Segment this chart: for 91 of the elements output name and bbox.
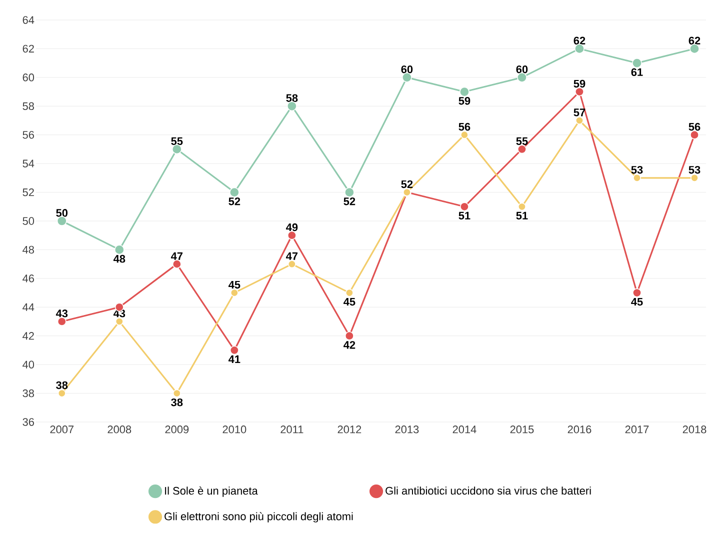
y-tick-label: 58 [22,102,34,110]
x-tick-label: 2018 [682,426,706,434]
data-label: 51 [458,212,470,220]
x-tick-label: 2015 [510,426,534,434]
y-tick-label: 62 [22,44,34,53]
x-tick-label: 2013 [395,426,419,434]
point [574,44,584,54]
data-label: 53 [688,166,700,174]
data-label: 38 [171,398,183,406]
data-label: 55 [516,137,528,146]
point [459,86,470,97]
data-label: 56 [688,122,700,131]
data-label: 51 [516,212,528,220]
data-label: 52 [401,180,413,188]
y-tick-label: 46 [22,274,34,282]
point [229,187,240,198]
data-label: 45 [344,298,356,306]
x-tick-label: 2010 [222,426,246,434]
x-tick-label: 2012 [338,426,362,434]
point [576,116,584,124]
y-tick-label: 40 [22,360,34,368]
x-tick-label: 2017 [625,426,649,434]
data-label: 49 [286,223,298,232]
point [58,389,66,398]
point [460,130,468,139]
point [172,389,181,398]
data-label: 53 [631,166,643,174]
y-tick-label: 64 [22,16,34,24]
y-tick-label: 44 [22,303,34,311]
point [517,144,526,154]
data-label: 47 [170,252,183,260]
y-tick-label: 36 [22,418,34,426]
y-tick-label: 54 [22,160,34,168]
point [172,144,182,154]
data-label: 38 [56,381,68,390]
data-label: 52 [228,197,240,206]
point [460,202,469,212]
point [115,318,124,326]
point [345,288,354,297]
point [288,260,296,268]
data-label: 45 [228,280,240,289]
point [230,346,239,355]
y-tick-label: 50 [22,217,34,225]
point [633,174,641,182]
x-tick-label: 2014 [452,426,476,434]
y-tick-label: 60 [22,74,34,82]
point [57,317,66,326]
data-label: 42 [344,341,356,349]
y-tick-label: 52 [22,188,34,196]
y-tick-label: 48 [22,246,34,254]
point [632,288,642,298]
data-label: 48 [113,254,126,263]
x-tick-label: 2009 [165,426,189,434]
data-label: 43 [56,310,68,318]
data-label: 60 [516,65,528,74]
point [632,58,642,68]
point [56,216,67,226]
data-label: 59 [574,80,586,88]
y-tick-label: 56 [22,130,34,139]
data-label: 60 [401,65,413,74]
data-label: 57 [574,108,586,116]
legend-label: Il Sole è un pianeta [165,486,258,497]
point [172,260,182,269]
data-label: 56 [458,122,470,131]
legend-label: Gli elettroni sono più piccoli degli atomi [164,512,353,522]
point [344,331,354,340]
point [230,288,238,297]
data-label: 52 [344,197,356,206]
point [286,101,297,112]
y-tick-label: 42 [22,332,34,340]
data-label: 61 [631,68,643,76]
legend-label: Gli antibiotici uccidono sia virus che batteri [386,486,591,495]
point [690,174,698,182]
data-label: 55 [171,137,183,146]
x-tick-label: 2008 [108,426,132,434]
point [690,44,700,54]
data-label: 62 [574,36,586,45]
data-label: 41 [228,355,240,363]
point [114,244,124,255]
data-label: 58 [286,94,298,102]
x-tick-label: 2011 [280,426,304,434]
data-label: 59 [458,96,470,105]
x-tick-label: 2007 [50,426,74,434]
point [518,202,526,211]
data-label: 47 [286,252,298,260]
data-label: 45 [631,298,643,306]
data-label: 62 [688,36,700,45]
point [344,187,354,198]
x-tick-label: 2016 [568,426,592,434]
data-label: 50 [56,209,68,217]
y-tick-label: 38 [22,389,34,398]
